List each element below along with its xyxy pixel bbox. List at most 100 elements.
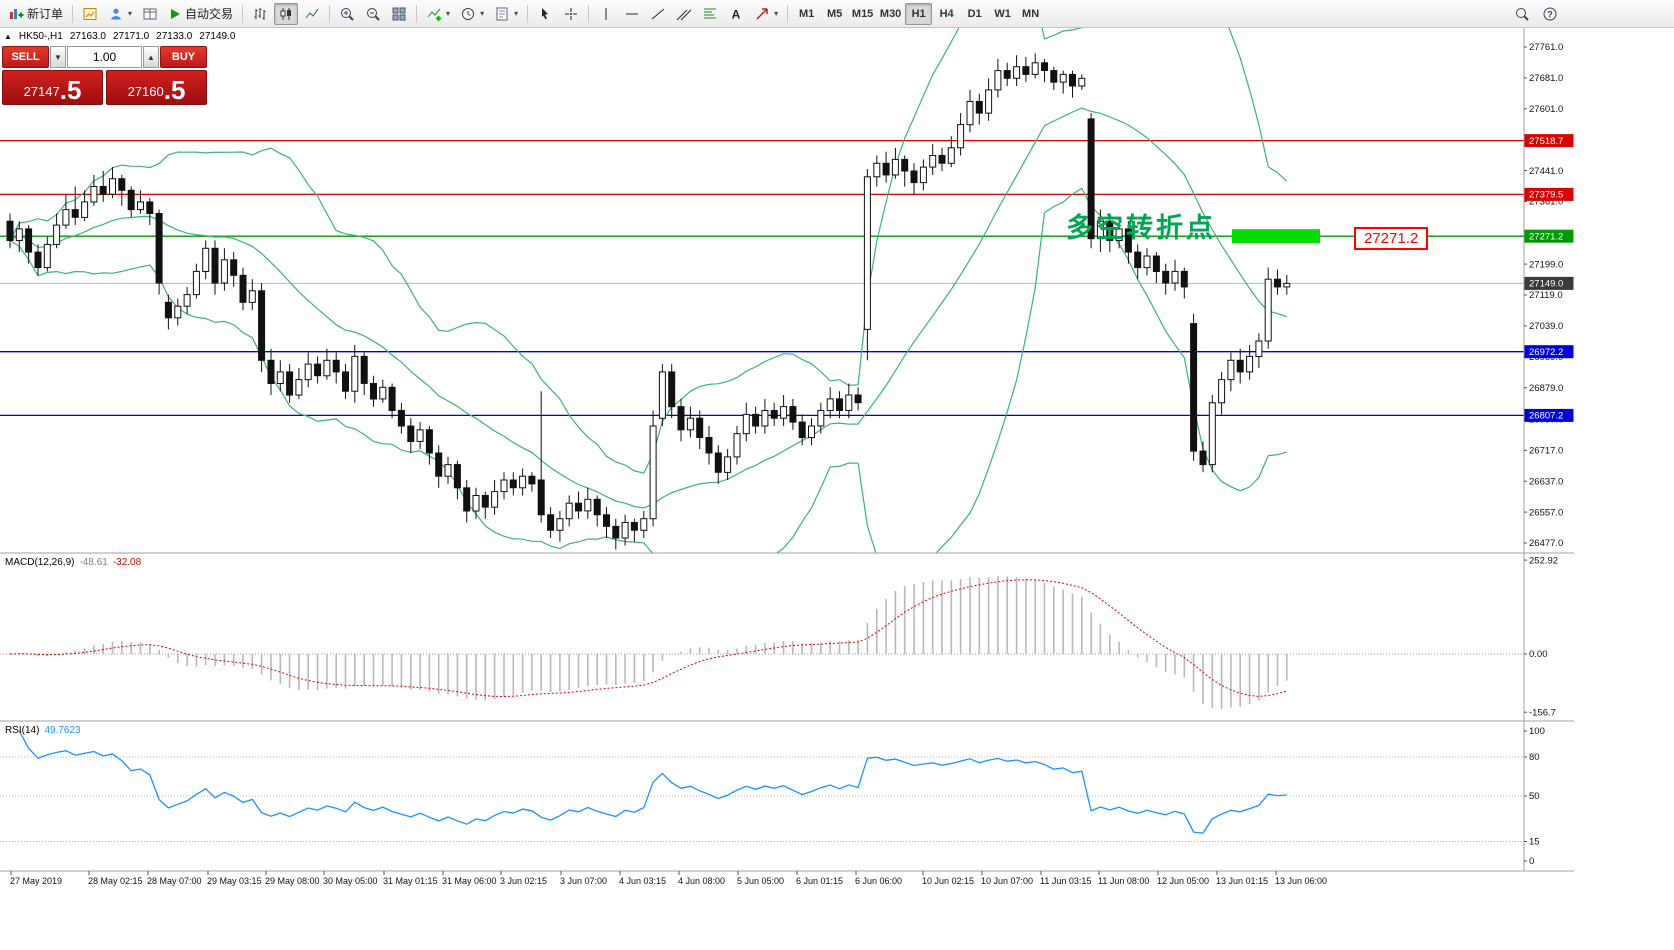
trendline-button[interactable] xyxy=(646,3,670,25)
arrows-icon xyxy=(756,7,768,20)
volume-up-button[interactable]: ▲ xyxy=(143,46,159,68)
indicators-icon xyxy=(427,8,442,21)
macd-header: MACD(12,26,9) -48.61 -32.08 xyxy=(5,557,141,568)
bollinger-layer xyxy=(9,28,1288,553)
svg-text:5 Jun 05:00: 5 Jun 05:00 xyxy=(737,876,784,886)
highlight-zone[interactable] xyxy=(1232,229,1320,244)
candles-layer[interactable] xyxy=(6,53,1291,550)
sell-price-main: 27147 xyxy=(23,84,60,99)
profiles-icon xyxy=(111,8,122,19)
svg-text:27601.0: 27601.0 xyxy=(1529,104,1563,115)
new-order-button[interactable]: 新订单 xyxy=(4,3,67,25)
crosshair-icon xyxy=(565,7,578,20)
tile-windows-button[interactable] xyxy=(387,3,411,25)
time-axis[interactable]: 27 May 2019 28 May 02:15 28 May 07:00 29 Ma… xyxy=(10,871,1327,886)
svg-text:A: A xyxy=(732,7,741,21)
trendline-icon xyxy=(651,8,665,19)
svg-text:11 Jun 03:15: 11 Jun 03:15 xyxy=(1040,876,1091,886)
indicators-button[interactable]: ▾ xyxy=(422,3,454,25)
sell-price-frac: .5 xyxy=(59,75,82,106)
svg-text:27 May 2019: 27 May 2019 xyxy=(10,876,62,886)
templates-icon xyxy=(496,7,508,20)
svg-text:3 Jun 02:15: 3 Jun 02:15 xyxy=(500,876,547,886)
templates-button[interactable]: ▾ xyxy=(490,3,522,25)
buy-button[interactable]: BUY xyxy=(160,46,207,68)
price-tag-last-price xyxy=(1524,276,1574,290)
vertical-line-button[interactable] xyxy=(594,3,618,25)
search-button[interactable] xyxy=(1510,3,1534,25)
svg-text:0.00: 0.00 xyxy=(1529,649,1548,660)
svg-text:80: 80 xyxy=(1529,752,1540,763)
svg-text:252.92: 252.92 xyxy=(1529,555,1558,566)
rsi-header: RSI(14) 49.7623 xyxy=(5,725,81,736)
svg-text:15: 15 xyxy=(1529,837,1540,848)
svg-text:11 Jun 08:00: 11 Jun 08:00 xyxy=(1098,876,1149,886)
crosshair-button[interactable] xyxy=(559,3,583,25)
macd-value-signal: -32.08 xyxy=(112,557,142,568)
line-chart-icon xyxy=(305,8,319,18)
profiles-button[interactable]: ▾ xyxy=(104,3,136,25)
turning-point-annotation[interactable]: 多空转折点 xyxy=(1066,213,1216,243)
candlestick-chart-button[interactable] xyxy=(274,2,299,25)
panel-collapse-icon[interactable]: ▲ xyxy=(4,32,12,41)
timeframe-D1[interactable]: D1 xyxy=(967,7,982,20)
cursor-button[interactable] xyxy=(533,3,557,25)
svg-text:26807.2: 26807.2 xyxy=(1529,411,1563,422)
line-chart-button[interactable] xyxy=(300,3,324,25)
indicators-caret-icon: ▾ xyxy=(446,9,451,18)
zoom-out-button[interactable] xyxy=(361,3,385,25)
arrows-button[interactable]: ▾ xyxy=(750,3,782,25)
fibonacci-button[interactable] xyxy=(698,3,722,25)
horizontal-line-button[interactable] xyxy=(620,3,644,25)
rsi-layer xyxy=(0,730,1524,842)
timeframe-M30[interactable]: M30 xyxy=(879,7,902,20)
periods-button[interactable]: ▾ xyxy=(456,3,488,25)
svg-text:10 Jun 02:15: 10 Jun 02:15 xyxy=(922,876,974,886)
bar-chart-button[interactable] xyxy=(248,3,272,25)
timeframe-H4[interactable]: H4 xyxy=(939,7,954,20)
symbol-title: HK50-,H1 xyxy=(18,31,63,42)
svg-text:31 May 06:00: 31 May 06:00 xyxy=(442,876,497,886)
svg-text:26972.2: 26972.2 xyxy=(1529,347,1563,358)
svg-text:27681.0: 27681.0 xyxy=(1529,73,1563,84)
clock-icon xyxy=(462,7,475,20)
timeframe-M1[interactable]: M1 xyxy=(798,7,815,20)
timeframe-MN[interactable]: MN xyxy=(1022,7,1040,20)
svg-text:26557.0: 26557.0 xyxy=(1529,507,1563,518)
toolbar: 新订单 ▾ 自动交易 xyxy=(0,0,1674,28)
volume-dropdown-button[interactable]: ▼ xyxy=(50,46,66,68)
hlines-layer[interactable] xyxy=(0,139,1524,417)
timeframe-H1[interactable]: H1 xyxy=(905,2,933,25)
price-level-callout[interactable]: 27271.2 xyxy=(1354,227,1429,250)
divider xyxy=(527,4,529,23)
divider xyxy=(787,4,789,23)
autotrading-icon xyxy=(171,8,181,19)
svg-text:27039.0: 27039.0 xyxy=(1529,321,1563,332)
volume-field-wrap xyxy=(67,46,142,68)
ohlc-low: 27133.0 xyxy=(156,31,193,42)
autotrading-button[interactable]: 自动交易 xyxy=(164,3,237,25)
volume-input[interactable] xyxy=(68,50,141,64)
price-axis[interactable]: 27761.0 27681.0 27601.0 27441.0 27361.0 27199… xyxy=(1524,42,1574,549)
svg-text:26477.0: 26477.0 xyxy=(1529,538,1563,549)
zoom-in-button[interactable] xyxy=(335,3,359,25)
svg-text:31 May 01:15: 31 May 01:15 xyxy=(383,876,438,886)
timeframe-W1[interactable]: W1 xyxy=(994,7,1011,20)
channel-button[interactable] xyxy=(672,3,696,25)
market-watch-button[interactable] xyxy=(138,3,162,25)
ohlc-open: 27163.0 xyxy=(69,31,106,42)
svg-text:27518.7: 27518.7 xyxy=(1529,136,1563,147)
text-button[interactable]: A xyxy=(724,3,748,25)
sell-button[interactable]: SELL xyxy=(2,46,49,68)
timeframe-M5[interactable]: M5 xyxy=(826,7,843,20)
fibonacci-icon xyxy=(704,8,717,18)
sell-price-display[interactable]: 27147 .5 xyxy=(2,70,103,105)
timeframe-M15[interactable]: M15 xyxy=(851,7,874,20)
macd-axis: 252.92 0.00 -156.7 xyxy=(1524,555,1558,718)
help-button[interactable]: ? xyxy=(1538,3,1562,25)
svg-text:?: ? xyxy=(1547,9,1553,19)
candlestick-chart-icon xyxy=(280,7,292,20)
buy-price-display[interactable]: 27160 .5 xyxy=(106,70,207,105)
new-chart-button[interactable] xyxy=(78,3,102,25)
